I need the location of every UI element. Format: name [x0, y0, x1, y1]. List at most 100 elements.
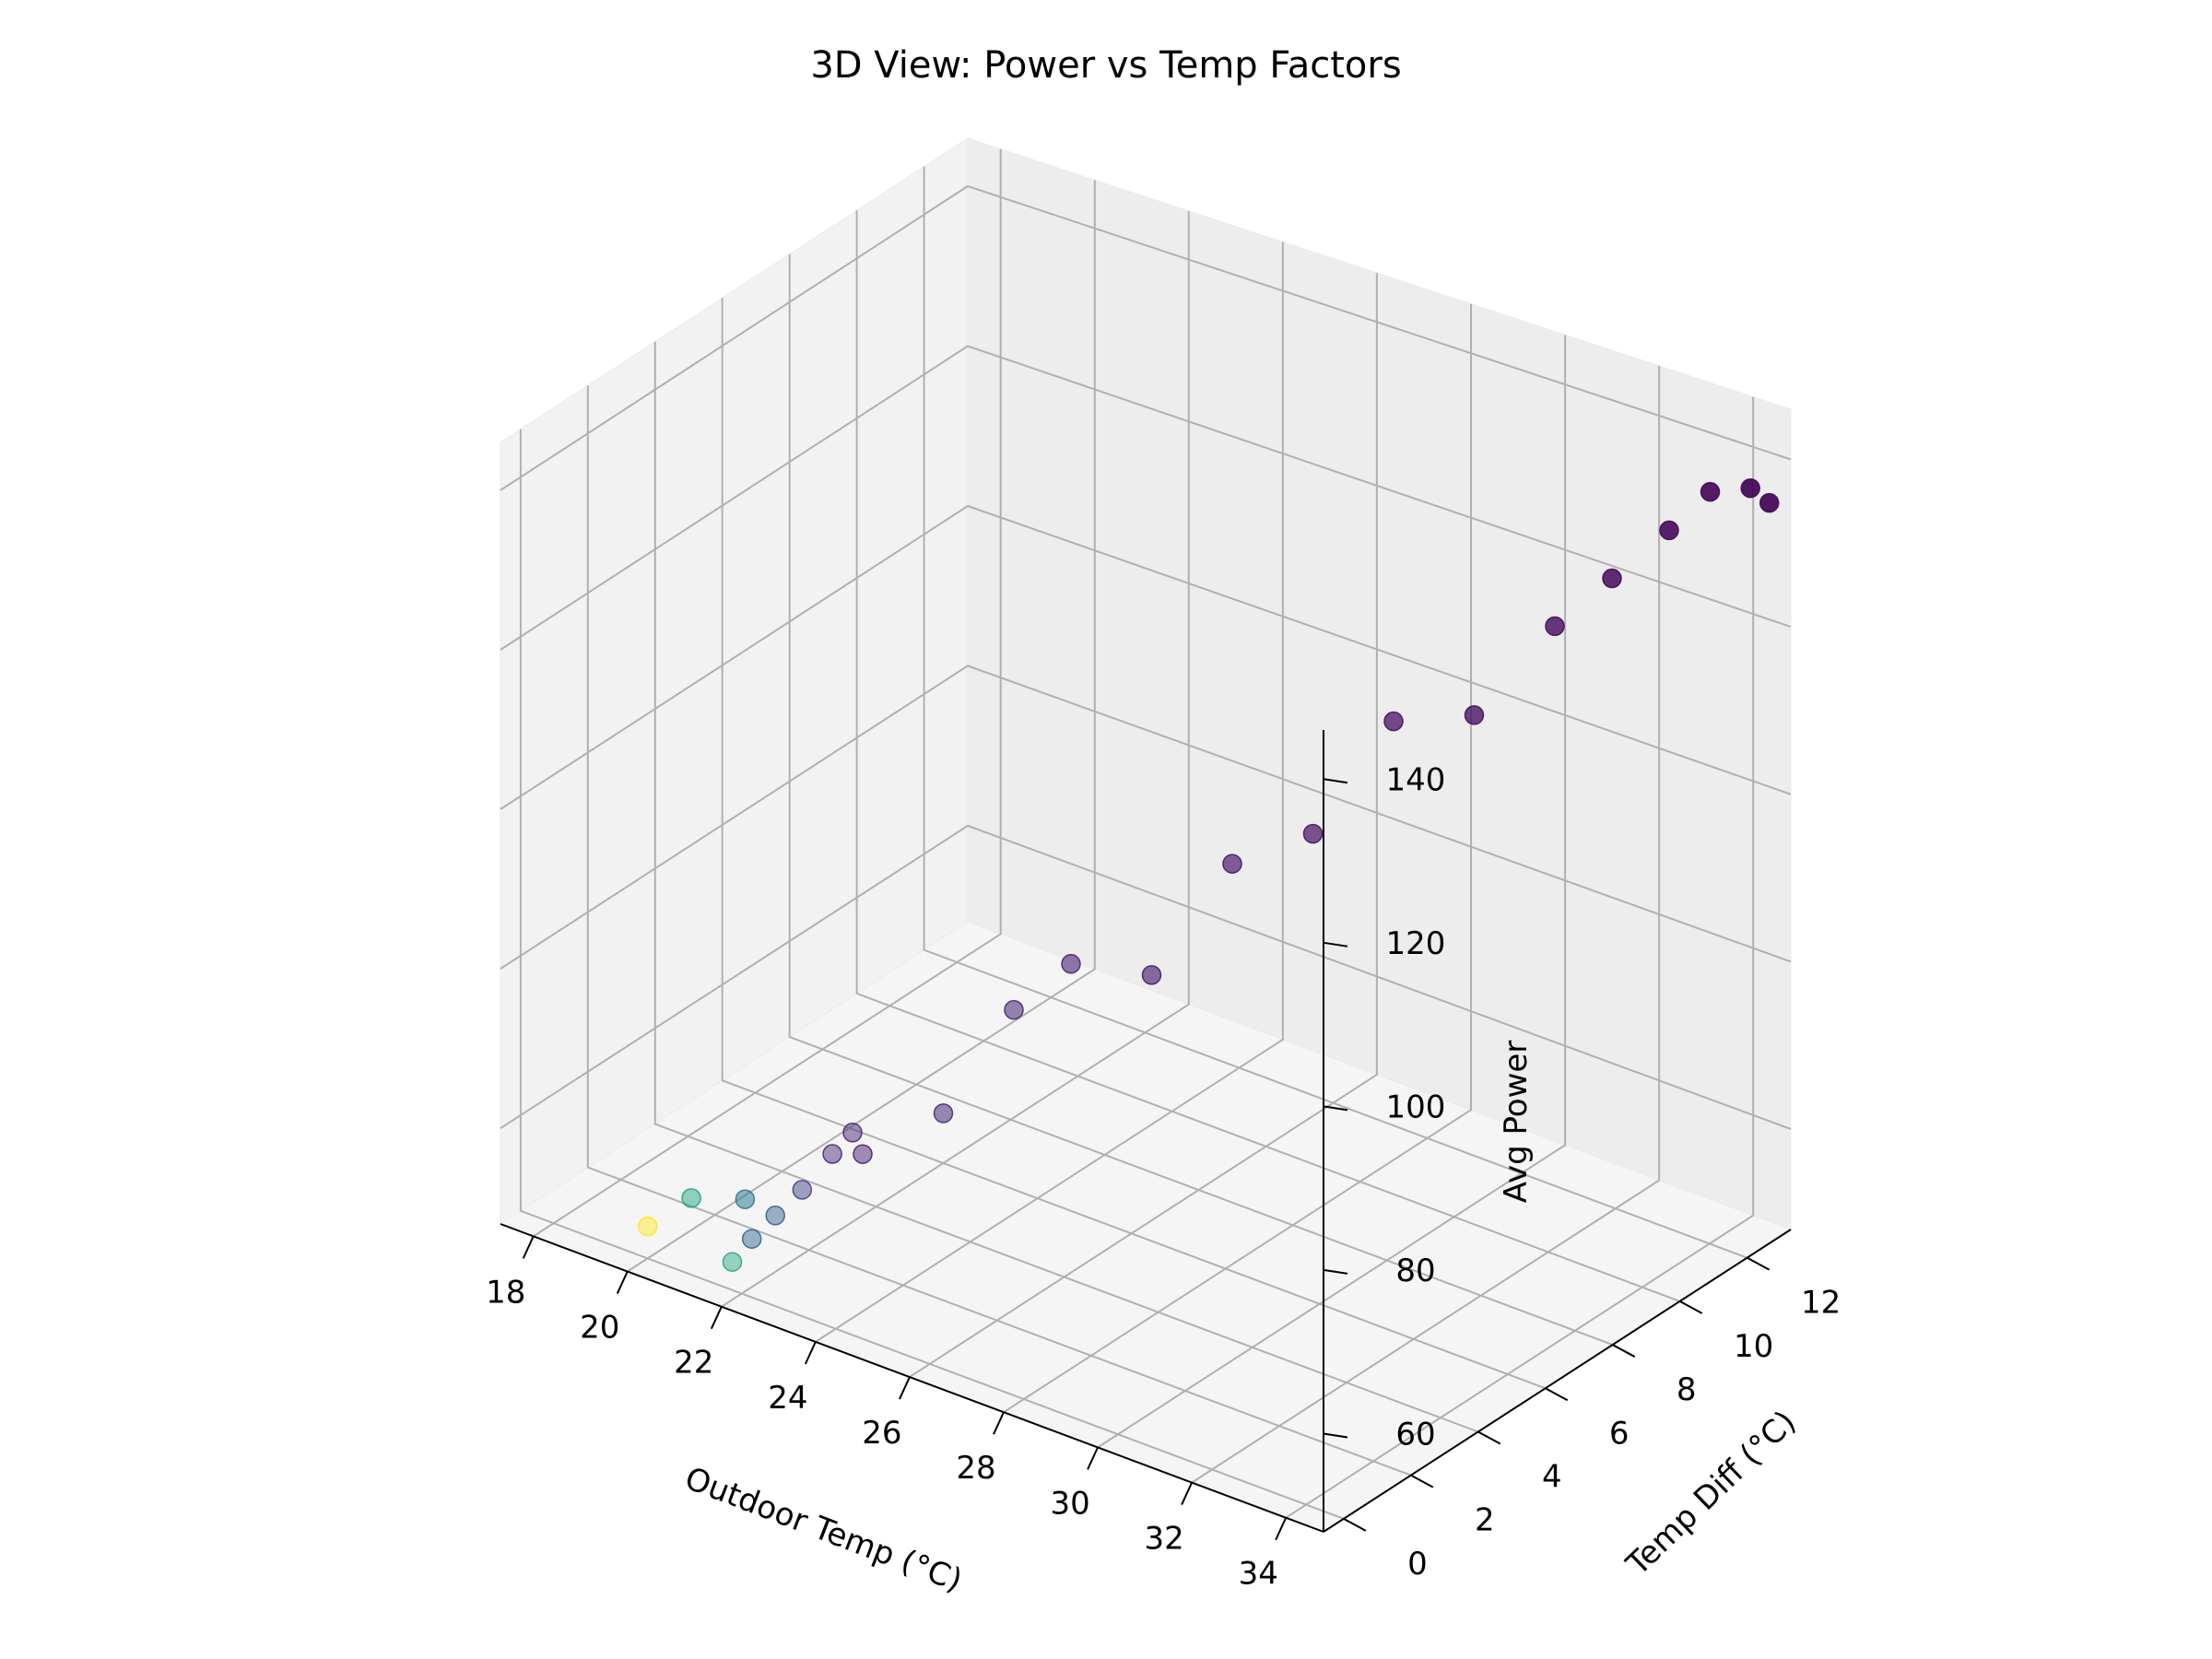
data-point [792, 1180, 813, 1200]
y-tick-label: 2 [1475, 1502, 1495, 1539]
data-point [1302, 823, 1324, 844]
z-tick-mark [1323, 1268, 1348, 1275]
data-point [1659, 520, 1679, 541]
z-tick-mark [1323, 941, 1348, 947]
x-tick-mark [616, 1271, 629, 1294]
z-gridline [500, 504, 1792, 810]
data-point [933, 1103, 954, 1124]
x-tick-label: 18 [486, 1274, 525, 1311]
data-point [1602, 568, 1622, 589]
data-point [722, 1252, 743, 1272]
x-gridline [1003, 303, 1472, 1414]
x-tick-label: 22 [674, 1345, 713, 1382]
y-tick-mark [1477, 1430, 1501, 1445]
y-gridline [586, 385, 1412, 1477]
x-gridline [815, 241, 1284, 1343]
data-point [1464, 705, 1485, 725]
z-gridline [500, 345, 1792, 651]
data-point [1222, 853, 1242, 874]
x-tick-mark [993, 1411, 1005, 1435]
z-gridline [500, 665, 1792, 970]
z-tick-label: 100 [1386, 1088, 1446, 1125]
data-point [637, 1216, 658, 1237]
y-tick-label: 4 [1542, 1459, 1562, 1496]
x-tick-mark [522, 1235, 535, 1259]
z-tick-mark [1323, 1105, 1348, 1112]
y-tick-mark [1612, 1344, 1636, 1358]
chart-title: 3D View: Power vs Temp Factors [810, 44, 1401, 87]
z-tick-label: 60 [1395, 1417, 1435, 1453]
data-point [1700, 481, 1721, 502]
x-tick-mark [899, 1376, 911, 1400]
y-gridline [855, 210, 1680, 1302]
x-gridline [533, 148, 1002, 1238]
scatter-points [637, 477, 1780, 1272]
z-gridline [500, 184, 1792, 491]
x-axis-line [500, 1223, 1324, 1533]
axis-panes [499, 137, 1793, 1533]
data-point [1740, 477, 1760, 499]
y-tick-mark [1747, 1256, 1771, 1271]
data-point [853, 1144, 873, 1164]
data-point [741, 1229, 762, 1249]
x-gridline [1285, 396, 1755, 1519]
x-tick-label: 32 [1144, 1521, 1183, 1558]
data-point [1545, 616, 1565, 637]
x-tick-mark [804, 1341, 817, 1365]
y-tick-label: 12 [1801, 1285, 1841, 1322]
x-tick-label: 34 [1239, 1556, 1278, 1593]
y-tick-label: 8 [1677, 1371, 1697, 1408]
gridlines [500, 148, 1792, 1520]
data-point [842, 1123, 863, 1143]
x-tick-label: 28 [956, 1450, 995, 1487]
data-point [1383, 711, 1404, 732]
x-tick-label: 20 [580, 1310, 619, 1347]
z-gridline [500, 824, 1792, 1130]
z-tick-label: 80 [1395, 1253, 1435, 1289]
axes [500, 730, 1792, 1541]
x-tick-mark [1087, 1446, 1099, 1470]
data-point [1759, 492, 1780, 513]
x-tick-label: 26 [862, 1415, 901, 1452]
y-tick-mark [1343, 1517, 1367, 1532]
x-tick-mark [710, 1306, 723, 1330]
z-tick-label: 140 [1386, 761, 1446, 798]
x-tick-label: 24 [768, 1380, 807, 1417]
data-point [1004, 999, 1024, 1020]
z-tick-label: 120 [1386, 925, 1446, 962]
y-tick-label: 6 [1609, 1415, 1630, 1452]
z-tick-mark [1323, 1432, 1348, 1439]
y-tick-label: 10 [1734, 1328, 1773, 1365]
x-tick-label: 30 [1050, 1485, 1089, 1522]
data-point [681, 1188, 701, 1208]
y-gridline [788, 253, 1614, 1347]
y-tick-mark [1679, 1300, 1703, 1314]
x-gridline [909, 273, 1378, 1378]
data-point [735, 1189, 756, 1209]
y-axis-label: Temp Diff (°C) [1618, 1404, 1803, 1583]
data-point [822, 1144, 842, 1164]
z-axis-label: Avg Power [1498, 1041, 1535, 1204]
data-point [1141, 965, 1162, 985]
data-point [1061, 954, 1081, 974]
x-tick-mark [1275, 1517, 1288, 1541]
z-tick-mark [1323, 778, 1348, 784]
y-tick-mark [1410, 1474, 1434, 1488]
x-gridline [1097, 335, 1567, 1449]
x-gridline [721, 211, 1190, 1308]
x-axis-label: Outdoor Temp (°C) [680, 1460, 968, 1599]
y-tick-mark [1545, 1387, 1569, 1402]
y-axis-line [1323, 1229, 1792, 1533]
x-gridline [1191, 366, 1661, 1484]
y-gridline [653, 341, 1479, 1433]
y-gridline [923, 166, 1747, 1259]
y-gridline [721, 298, 1547, 1390]
y-tick-label: 0 [1407, 1546, 1428, 1583]
x-gridline [627, 180, 1096, 1273]
x-tick-mark [1181, 1482, 1194, 1505]
y-gridline [519, 429, 1345, 1520]
data-point [765, 1206, 785, 1226]
